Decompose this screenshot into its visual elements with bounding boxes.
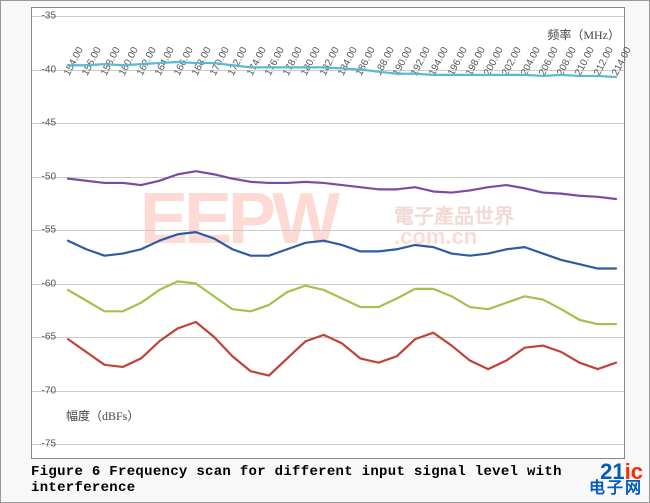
series-red — [68, 322, 616, 376]
logo-cn: 电子网 — [589, 482, 643, 496]
series-svg — [32, 8, 624, 458]
series-darkblue — [68, 232, 616, 268]
series-cyan — [68, 62, 616, 77]
logo-21ic: 21ic 电子网 — [589, 462, 643, 496]
series-green — [68, 281, 616, 324]
plot-area: EEPW 電子產品世界 .com.cn 频率（MHz） 幅度（dBFs） -35… — [31, 7, 625, 459]
series-purple — [68, 171, 616, 199]
chart-frame: EEPW 電子產品世界 .com.cn 频率（MHz） 幅度（dBFs） -35… — [0, 0, 650, 503]
figure-caption: Figure 6 Frequency scan for different in… — [31, 464, 625, 496]
